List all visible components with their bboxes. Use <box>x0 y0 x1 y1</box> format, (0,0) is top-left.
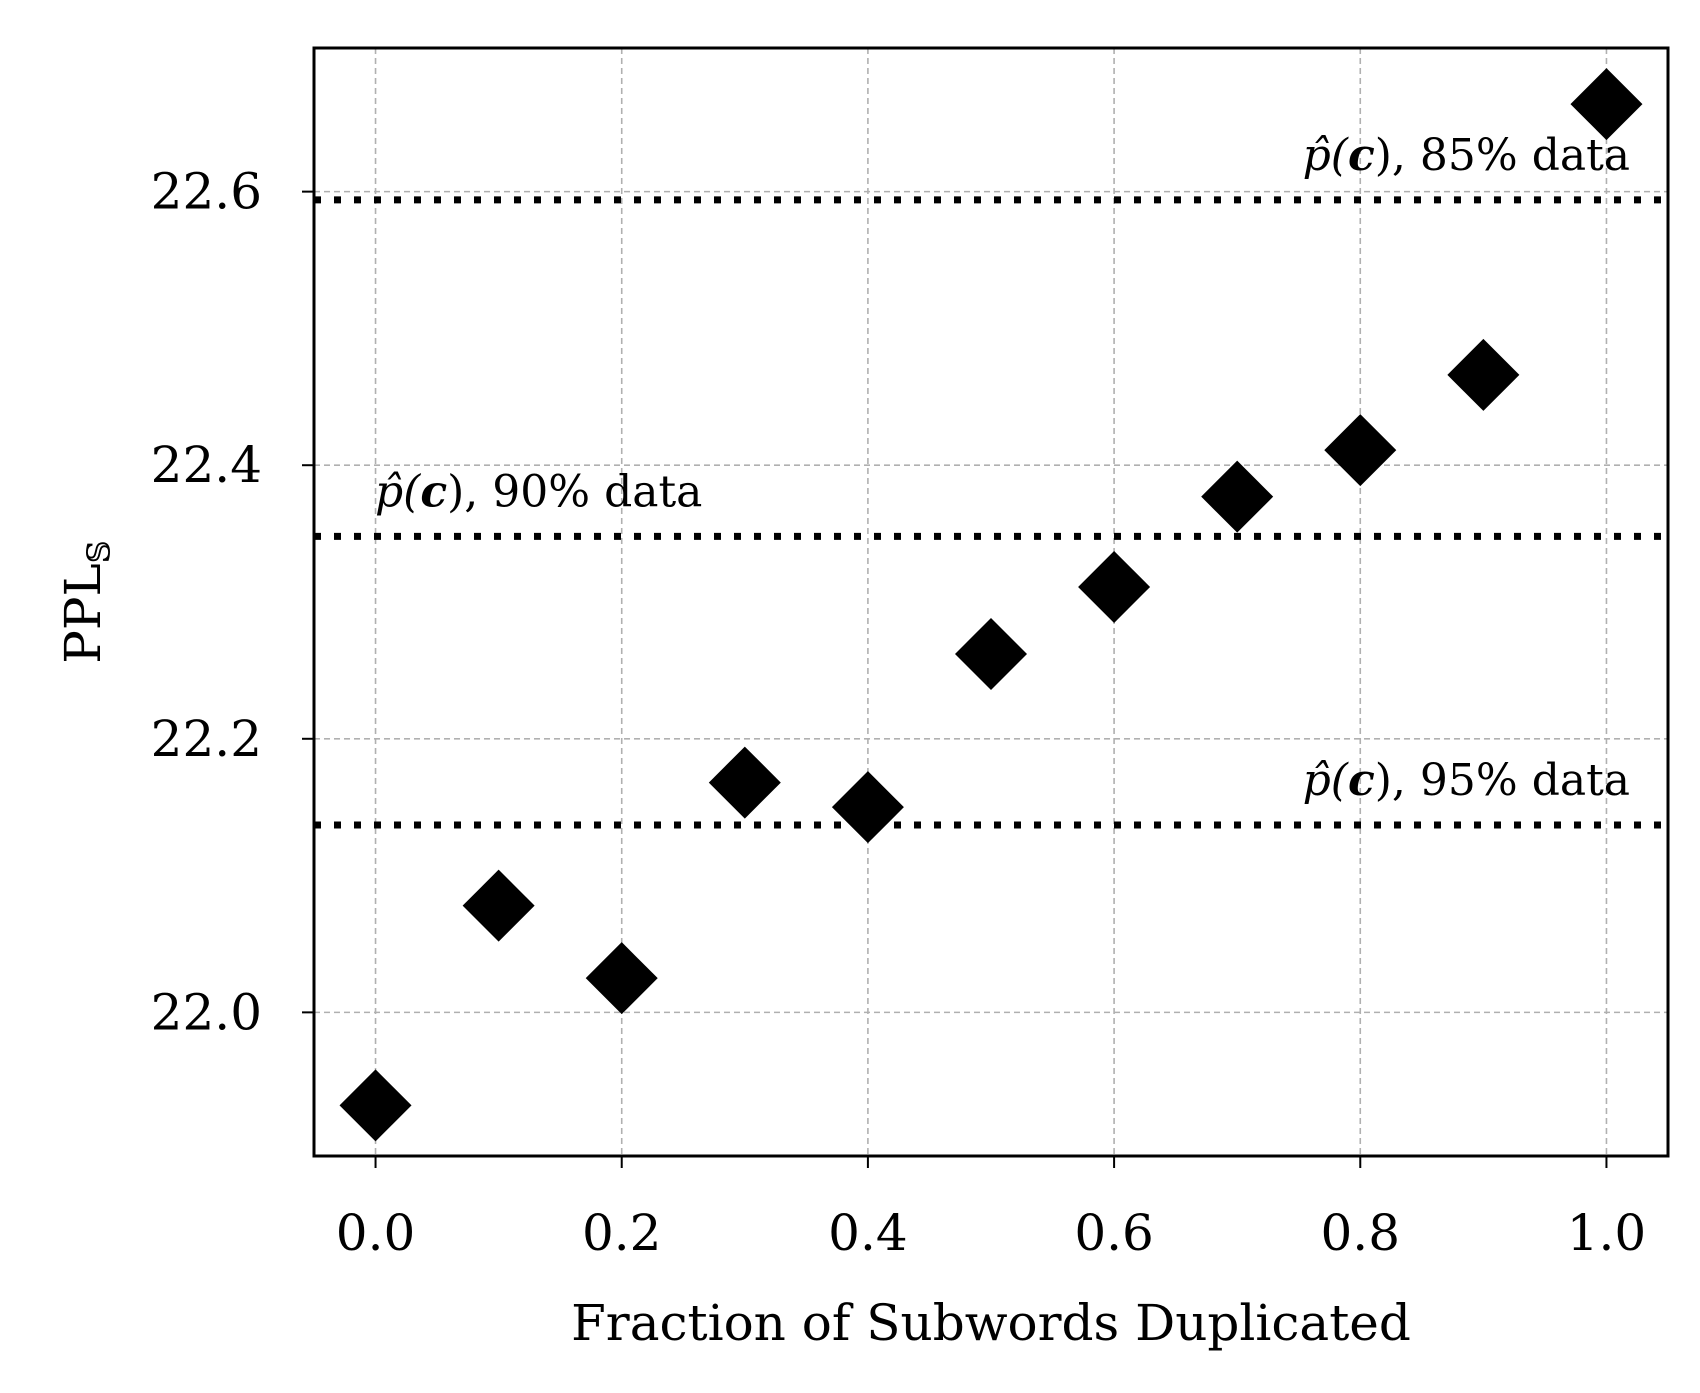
reference-line-label: p̂(c), 85% data <box>1303 130 1630 181</box>
y-tick-label: 22.4 <box>151 436 262 494</box>
y-tick-label: 22.2 <box>151 710 262 768</box>
x-tick-label: 0.4 <box>828 1204 908 1262</box>
reference-lines: p̂(c), 85% data p̂(c), 90% data p̂(c), 95%… <box>314 130 1668 829</box>
x-axis-label: Fraction of Subwords Duplicated <box>571 1294 1411 1352</box>
y-axis-label-main: PPL <box>54 563 112 664</box>
data-point <box>1324 414 1397 487</box>
y-axis-ticks: 22.0 22.2 22.4 22.6 <box>151 163 314 1041</box>
x-tick-label: 0.2 <box>582 1204 662 1262</box>
plot-frame <box>312 46 1670 1158</box>
reference-line-label: p̂(c), 95% data <box>1303 755 1630 806</box>
x-tick-label: 0.8 <box>1321 1204 1401 1262</box>
reference-line-label: p̂(c), 90% data <box>375 466 702 517</box>
grid-lines <box>314 48 1668 1156</box>
data-points <box>339 68 1643 1142</box>
data-point <box>1201 460 1274 533</box>
data-point <box>1570 68 1643 141</box>
x-tick-label: 0.6 <box>1074 1204 1154 1262</box>
data-point <box>585 942 658 1015</box>
y-axis-label: PPL𝕊 <box>54 540 118 664</box>
data-point <box>1447 338 1520 411</box>
data-point <box>1078 550 1151 623</box>
data-point <box>462 869 535 942</box>
y-tick-label: 22.0 <box>151 983 262 1041</box>
data-point <box>831 771 904 844</box>
y-axis-label-subscript: 𝕊 <box>80 540 118 563</box>
y-tick-label: 22.6 <box>151 163 262 221</box>
x-tick-label: 0.0 <box>336 1204 416 1262</box>
data-point <box>339 1069 412 1142</box>
x-tick-label: 1.0 <box>1567 1204 1647 1262</box>
x-axis-ticks: 0.0 0.2 0.4 0.6 0.8 1.0 <box>336 1156 1646 1262</box>
data-point <box>708 746 781 819</box>
data-point <box>955 617 1027 690</box>
